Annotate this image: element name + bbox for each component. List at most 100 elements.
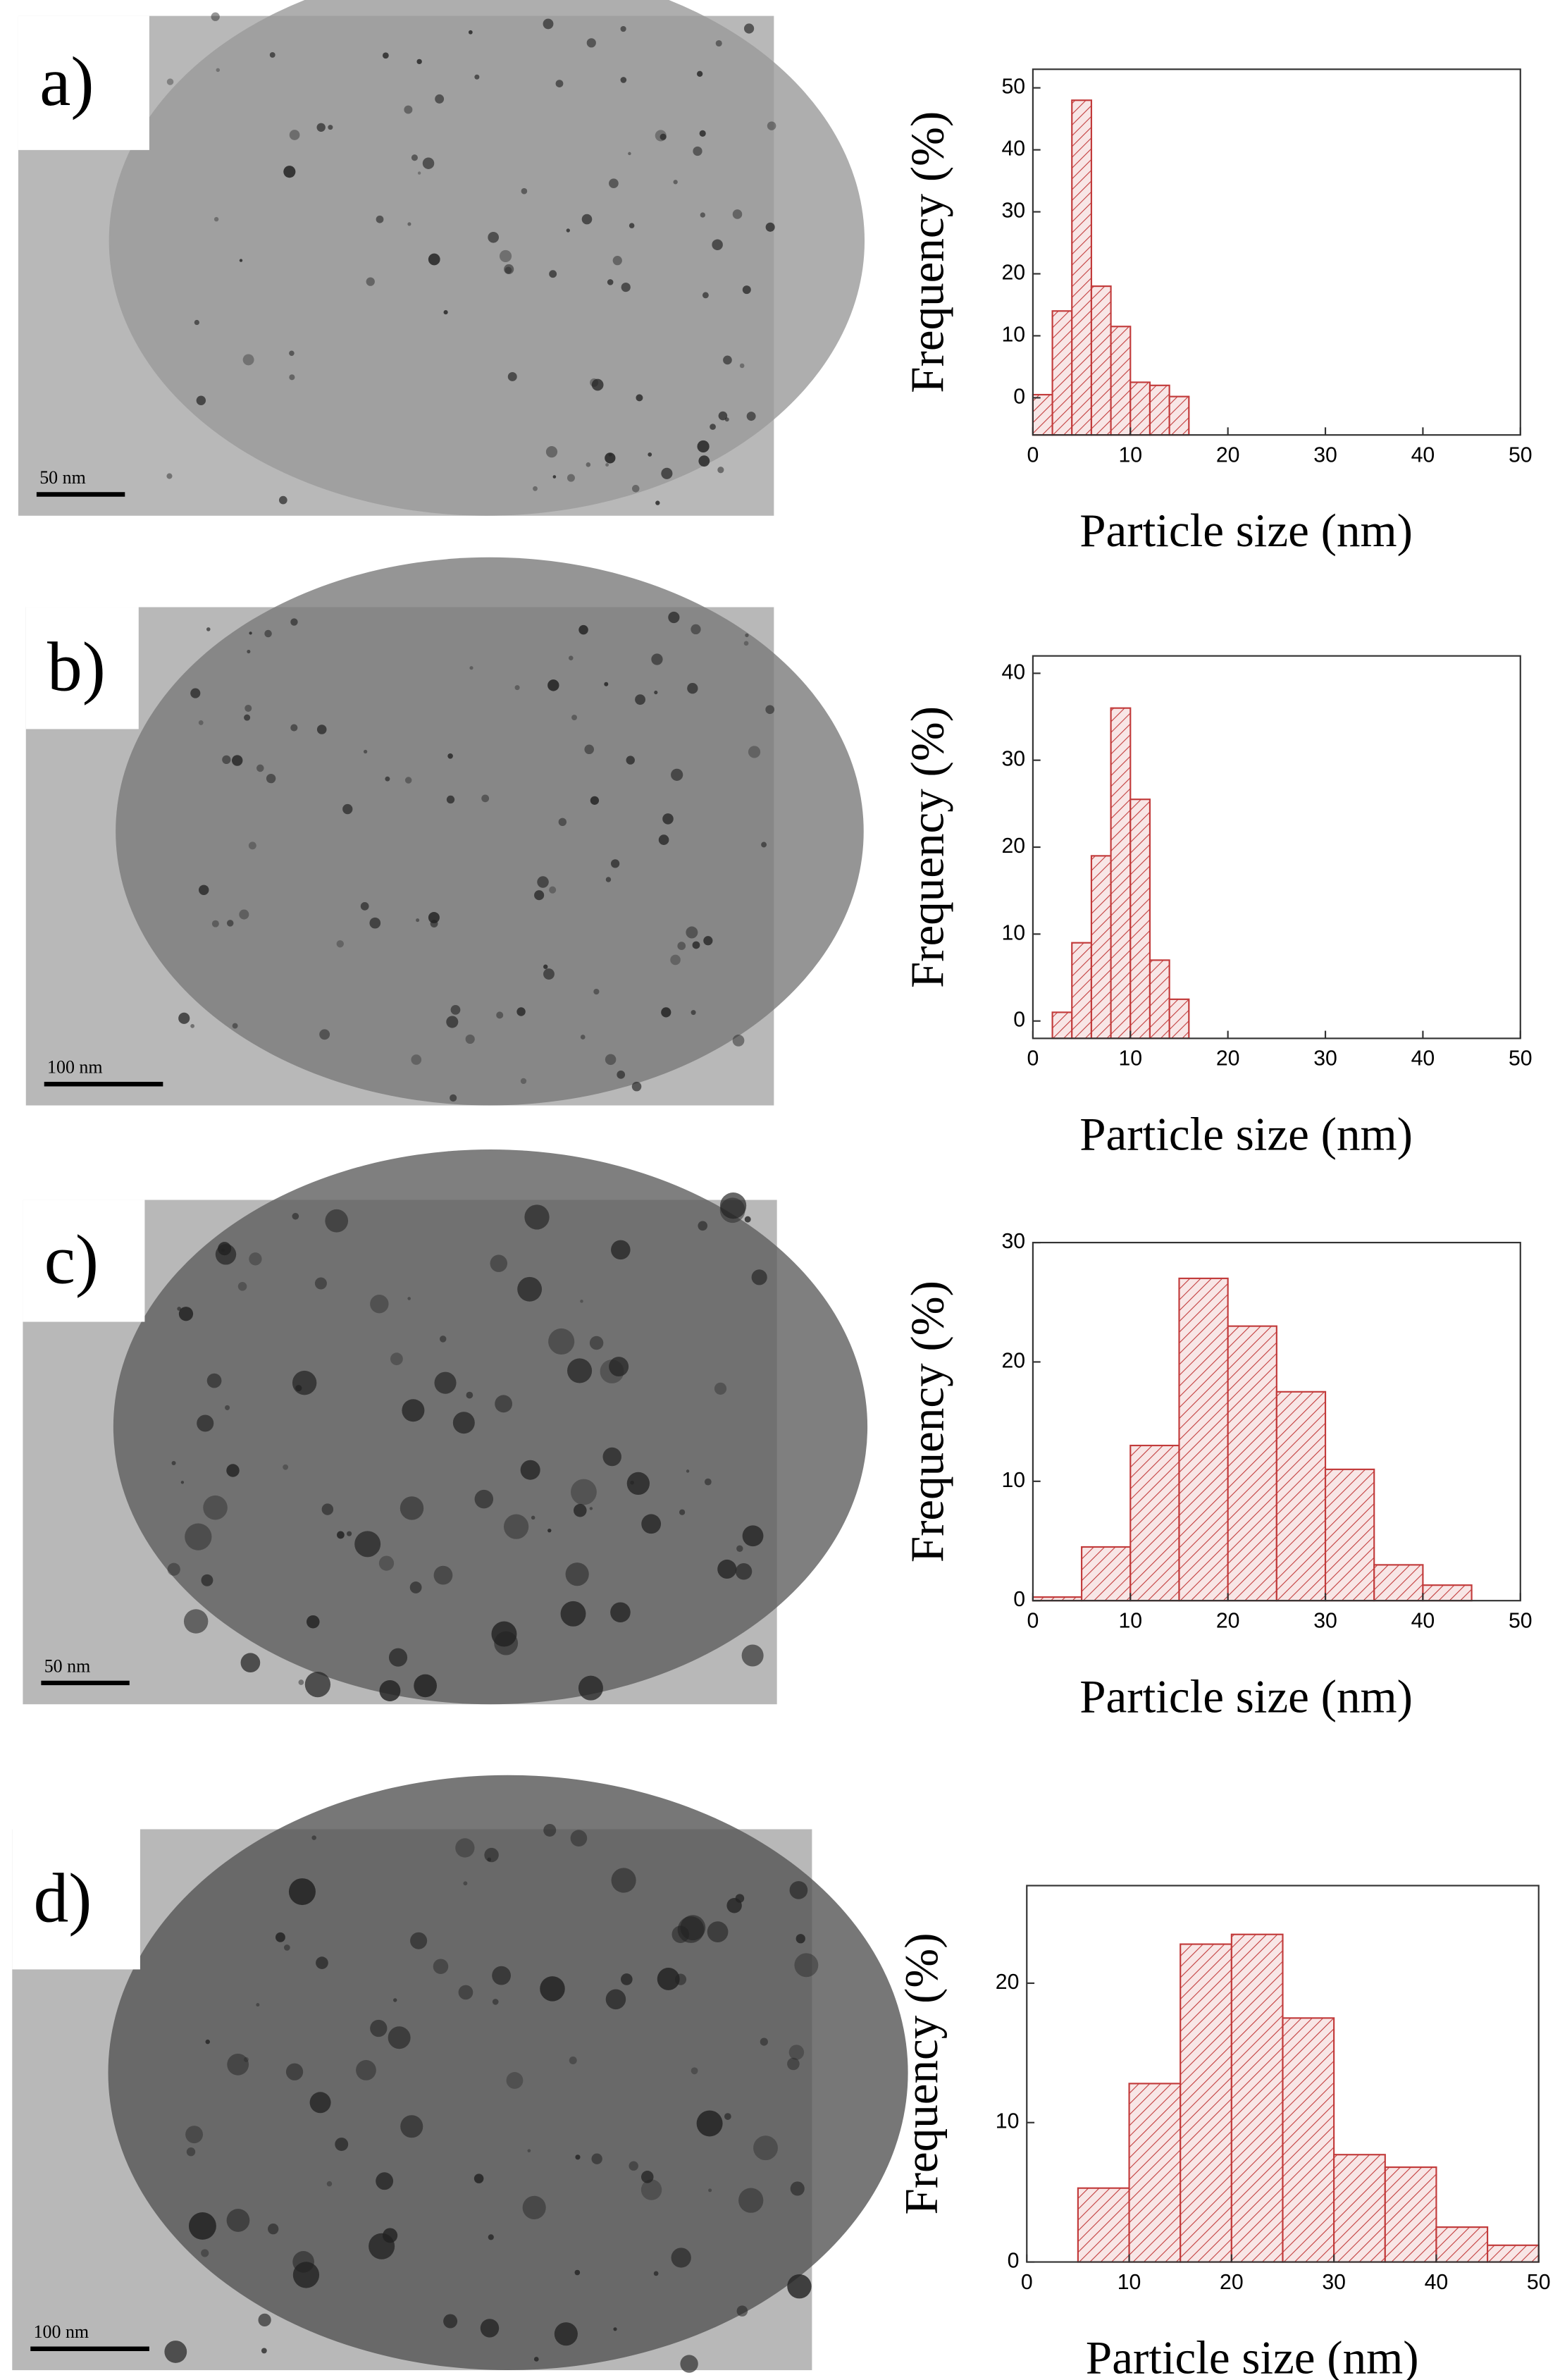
scale-bar-label: 50 nm [44, 1655, 91, 1676]
particle [732, 209, 743, 219]
y-tick-label: 0 [1013, 385, 1025, 408]
particle [589, 1507, 593, 1510]
histogram-bar [1373, 1564, 1424, 1602]
particle [703, 936, 713, 946]
particle [726, 1898, 742, 1913]
particle [586, 38, 596, 48]
particle [702, 292, 709, 299]
particle [335, 2138, 349, 2151]
particle [244, 704, 252, 712]
particle [554, 2322, 578, 2346]
particle [607, 279, 614, 285]
x-tick-label: 30 [1322, 2271, 1346, 2294]
particle [522, 2195, 546, 2219]
y-axis-label: Frequency (%) [896, 1932, 948, 2214]
particle [767, 121, 776, 130]
particle [534, 890, 545, 901]
particle [628, 152, 631, 156]
particle [239, 909, 249, 920]
particle [629, 223, 635, 228]
particle [745, 633, 749, 638]
particle [748, 746, 761, 758]
particle [203, 1495, 228, 1520]
particle [443, 2314, 458, 2329]
particle [496, 1011, 504, 1019]
particle [655, 130, 667, 142]
particle [743, 641, 749, 646]
particle [414, 1674, 437, 1698]
particle [258, 2313, 271, 2327]
particle [533, 2357, 539, 2362]
particle [185, 1523, 212, 1550]
particle [490, 1254, 508, 1272]
particle [183, 1609, 209, 1634]
particle [198, 884, 209, 896]
scale-bar-label: 100 nm [34, 2322, 89, 2342]
particle [369, 917, 381, 929]
y-axis-label: Frequency (%) [902, 706, 954, 988]
particle [590, 796, 600, 805]
particle [697, 440, 710, 453]
particle [248, 841, 256, 850]
particle [422, 157, 435, 169]
particle [626, 1472, 650, 1496]
particle [635, 694, 645, 705]
particle [569, 2057, 577, 2065]
particle [610, 859, 620, 868]
particle [503, 1514, 529, 1539]
histogram-bar [1090, 285, 1112, 436]
particle [495, 1395, 513, 1413]
particle [736, 1545, 743, 1553]
particle [473, 2174, 484, 2183]
particle [704, 1478, 712, 1486]
particle [707, 1921, 729, 1942]
particle [261, 2348, 267, 2354]
particle [416, 58, 422, 65]
particle [696, 2110, 723, 2137]
particle [746, 412, 756, 421]
panel-label: d) [34, 1858, 92, 1937]
particle [567, 1358, 593, 1383]
particle [611, 1240, 631, 1260]
x-tick-label: 10 [1118, 1047, 1142, 1071]
particle [724, 2113, 731, 2120]
x-tick-label: 10 [1118, 443, 1142, 467]
y-tick-label: 30 [1001, 199, 1025, 223]
particle [376, 2172, 394, 2190]
particle [570, 1830, 588, 1847]
x-tick-label: 0 [1027, 1609, 1039, 1632]
particle [226, 920, 234, 927]
x-tick-label: 40 [1411, 1047, 1435, 1071]
panel-label: b) [47, 627, 106, 705]
particle [620, 77, 627, 83]
histogram-bar [1051, 1011, 1073, 1040]
label-box [23, 1200, 145, 1322]
particle [715, 39, 722, 47]
histogram-bar [1077, 2187, 1130, 2263]
particle [492, 1966, 511, 1985]
particle [304, 1671, 331, 1698]
particle [466, 1391, 473, 1399]
particle [527, 2149, 531, 2153]
particle [336, 940, 344, 948]
y-tick-label: 10 [1001, 921, 1025, 944]
particle [605, 463, 609, 467]
particle [370, 2019, 388, 2037]
histogram-bar [1230, 1933, 1284, 2263]
particle [216, 68, 221, 73]
particle [677, 1916, 705, 1943]
particle [718, 411, 728, 421]
particle [719, 1197, 745, 1223]
particle [232, 1023, 238, 1029]
particle [269, 52, 276, 58]
sample-region [113, 1149, 868, 1705]
histogram-bar [1128, 2083, 1182, 2263]
particle [211, 12, 220, 21]
particle [289, 374, 295, 381]
particle [732, 1035, 745, 1047]
particle [742, 1525, 764, 1547]
particle [790, 2181, 805, 2196]
particle [197, 1414, 214, 1432]
particle [655, 500, 660, 505]
